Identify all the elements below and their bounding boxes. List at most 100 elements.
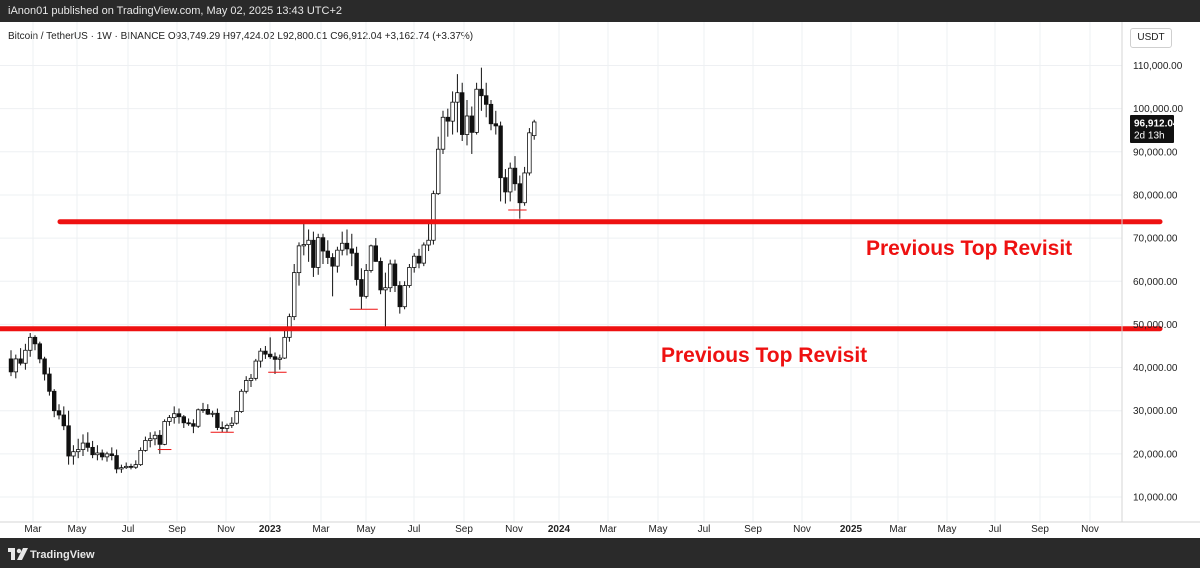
candle-body — [282, 336, 287, 359]
candle-body — [8, 358, 14, 373]
candle-body — [191, 423, 196, 427]
candle-body — [455, 92, 460, 103]
candle-body — [71, 451, 76, 457]
candle-body — [474, 88, 479, 133]
x-tick-label: Sep — [744, 524, 762, 535]
last-price-tag — [1130, 115, 1174, 143]
x-tick-label: Sep — [455, 524, 473, 535]
currency-selector[interactable]: USDT — [1130, 28, 1172, 48]
candle-body — [56, 410, 62, 416]
candle-body — [171, 413, 177, 419]
candle-body — [253, 360, 258, 379]
candle-body — [445, 116, 450, 122]
candle-body — [407, 267, 412, 286]
y-tick-label: 10,000.00 — [1133, 493, 1178, 504]
candle-body — [85, 442, 90, 448]
candle-body — [392, 263, 398, 286]
candle-body — [167, 417, 172, 422]
candle-body — [344, 242, 350, 250]
x-tick-label: Mar — [312, 524, 330, 535]
tradingview-brand: TradingView — [30, 549, 95, 561]
last-price-countdown: 2d 13h — [1134, 131, 1165, 142]
candle-body — [450, 101, 455, 122]
candle-body — [195, 409, 201, 427]
candle-body — [387, 263, 393, 289]
published-text: iAnon01 published on TradingView.com, Ma… — [8, 5, 342, 17]
candle-body — [373, 245, 378, 262]
candle-body — [100, 452, 105, 458]
candle-body — [320, 237, 326, 252]
x-tick-label: 2024 — [548, 524, 571, 535]
symbol-legend: Bitcoin / TetherUS · 1W · BINANCE O93,74… — [8, 31, 474, 42]
candle-body — [311, 239, 316, 268]
x-tick-label: Nov — [1081, 524, 1099, 535]
candle-body — [133, 464, 138, 468]
x-tick-label: May — [649, 524, 668, 535]
candle-body — [114, 455, 119, 470]
x-tick-label: Nov — [793, 524, 811, 535]
candle-body — [402, 285, 407, 308]
x-tick-label: Sep — [168, 524, 186, 535]
candle-body — [378, 261, 383, 291]
candle-body — [66, 425, 71, 457]
candle-body — [109, 453, 114, 456]
candle-body — [363, 270, 369, 297]
candle-body — [13, 358, 18, 373]
candle-body — [277, 357, 282, 360]
candle-body — [162, 421, 167, 445]
candle-body — [119, 467, 124, 470]
tradingview-logo-icon — [8, 548, 28, 560]
footer-bar: TradingView — [0, 542, 1200, 568]
candle-body — [522, 172, 527, 204]
last-price-value: 96,912.04 — [1134, 119, 1179, 130]
price-label-layer: 96,912.04 2d 13h — [1130, 115, 1179, 143]
annotations: Previous Top Revisit Previous Top Revisi… — [661, 237, 1072, 367]
candle-body — [421, 244, 426, 264]
candle-body — [426, 239, 431, 246]
candle-body — [431, 193, 436, 241]
candle-body — [152, 434, 158, 440]
candle-body — [200, 409, 206, 411]
candle-body — [503, 177, 508, 193]
y-tick-label: 30,000.00 — [1133, 406, 1178, 417]
candle-body — [383, 287, 388, 291]
candle-body — [186, 422, 191, 425]
candle-body — [229, 422, 234, 426]
candle-body — [306, 239, 311, 245]
candle-body — [469, 115, 474, 133]
candle-body — [248, 377, 254, 381]
x-tick-label: 2023 — [259, 524, 282, 535]
y-tick-label: 50,000.00 — [1133, 320, 1178, 331]
candle-body — [76, 449, 81, 453]
price-chart[interactable]: 10,000.00 20,000.00 30,000.00 40,000.00 50,0… — [0, 22, 1200, 538]
y-tick-label: 80,000.00 — [1133, 190, 1178, 201]
x-tick-label: Nov — [217, 524, 235, 535]
candle-body — [335, 249, 340, 267]
x-tick-label: Sep — [1031, 524, 1049, 535]
annotation-lower: Previous Top Revisit — [661, 344, 867, 367]
chart-frame[interactable]: Bitcoin / TetherUS · 1W · BINANCE O93,74… — [0, 22, 1200, 538]
candle-body — [147, 438, 153, 441]
candle-body — [416, 255, 422, 264]
candle-body — [267, 353, 273, 358]
candle-body — [296, 245, 302, 274]
candle-body — [27, 336, 33, 351]
time-axis[interactable]: Mar May Jul Sep Nov 2023 Mar May Jul Sep Nov 2024 Ma… — [0, 521, 1200, 535]
candle-body — [239, 390, 244, 412]
candle-body — [488, 103, 494, 125]
candle-body — [483, 95, 489, 105]
candle-body — [80, 442, 86, 450]
candle-body — [411, 255, 417, 268]
candle-body — [291, 272, 297, 318]
candle-body — [512, 167, 518, 185]
candle-body — [527, 132, 532, 174]
price-axis[interactable]: 10,000.00 20,000.00 30,000.00 40,000.00 50,0… — [1121, 22, 1183, 522]
x-tick-label: Mar — [24, 524, 42, 535]
candle-body — [368, 245, 374, 271]
candle-body — [234, 411, 239, 424]
x-tick-label: Mar — [599, 524, 617, 535]
candle-body — [219, 427, 225, 429]
x-tick-label: Nov — [505, 524, 523, 535]
y-tick-label: 40,000.00 — [1133, 363, 1178, 374]
x-tick-label: May — [357, 524, 376, 535]
